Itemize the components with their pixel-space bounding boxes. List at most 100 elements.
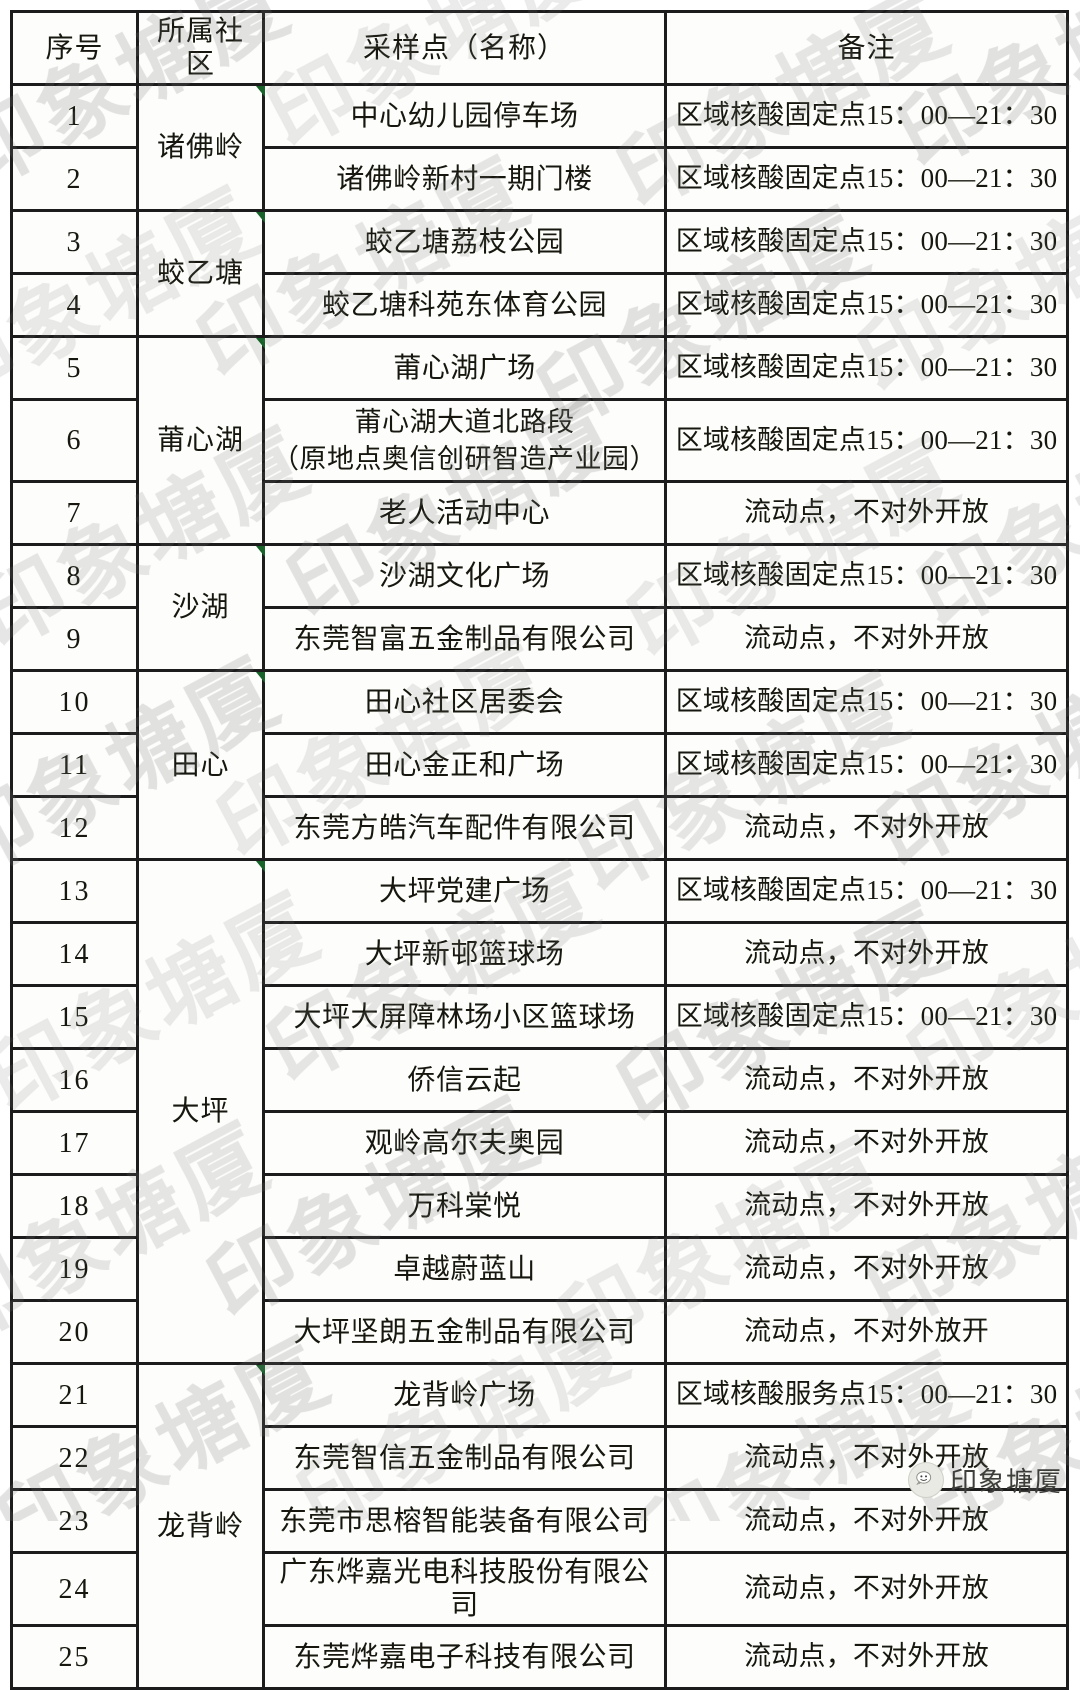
table-row: 19 卓越蔚蓝山 流动点，不对外开放 [10, 1236, 1069, 1303]
cell-site-name: 莆心湖大道北路段 （原地点奥信创研智造产业园） [262, 398, 667, 484]
cell-site-name: 大坪党建广场 [262, 858, 667, 925]
cell-site-name: 观岭高尔夫奥园 [262, 1110, 667, 1177]
cell-index: 13 [10, 858, 139, 925]
cell-site-name: 侨信云起 [262, 1047, 667, 1114]
cell-remark: 区域核酸固定点15：00—21：30 [664, 335, 1069, 402]
cell-remark: 流动点，不对外放开 [664, 1299, 1069, 1366]
cell-remark: 区域核酸固定点15：00—21：30 [664, 209, 1069, 276]
cell-remark: 流动点，不对外开放 [664, 921, 1069, 988]
cell-community: 诸佛岭 [136, 83, 267, 213]
table-row: 20 大坪坚朗五金制品有限公司 流动点，不对外放开 [10, 1299, 1069, 1366]
cell-index: 9 [10, 606, 139, 673]
cell-index: 17 [10, 1110, 139, 1177]
cell-site-name: 蛟乙塘科苑东体育公园 [262, 272, 667, 339]
column-header-remark: 备注 [664, 9, 1069, 87]
cell-remark: 区域核酸固定点15：00—21：30 [664, 146, 1069, 213]
cell-remark: 流动点，不对外开放 [664, 606, 1069, 673]
cell-remark: 流动点，不对外开放 [664, 1624, 1069, 1690]
cell-site-name: 莆心湖广场 [262, 335, 667, 402]
cell-index: 21 [10, 1362, 139, 1429]
cell-remark: 区域核酸固定点15：00—21：30 [664, 398, 1069, 484]
wechat-account-name: 印象塘厦 [950, 1467, 1062, 1497]
cell-index: 3 [10, 209, 139, 276]
cell-remark: 区域核酸固定点15：00—21：30 [664, 83, 1069, 150]
cell-remark: 流动点，不对外开放 [664, 1110, 1069, 1177]
cell-index: 25 [10, 1624, 139, 1690]
table-row: 15 大坪大屏障林场小区篮球场 区域核酸固定点15：00—21：30 [10, 984, 1069, 1051]
cell-index: 16 [10, 1047, 139, 1114]
cell-community: 沙湖 [136, 543, 267, 673]
cell-community: 蛟乙塘 [136, 209, 267, 339]
cell-community: 田心 [136, 669, 267, 862]
cell-remark: 区域核酸固定点15：00—21：30 [664, 732, 1069, 799]
cell-index: 19 [10, 1236, 139, 1303]
cell-remark: 流动点，不对外开放 [664, 1488, 1069, 1555]
cell-remark: 流动点，不对外开放 [664, 1173, 1069, 1240]
table-row: 7 老人活动中心 流动点，不对外开放 [10, 480, 1069, 547]
cell-index: 5 [10, 335, 139, 402]
cell-site-name: 大坪坚朗五金制品有限公司 [262, 1299, 667, 1366]
cell-site-name: 东莞智富五金制品有限公司 [262, 606, 667, 673]
table-row: 3 蛟乙塘 蛟乙塘荔枝公园 区域核酸固定点15：00—21：30 [10, 209, 1069, 339]
cell-community: 莆心湖 [136, 335, 267, 547]
cell-site-name: 诸佛岭新村一期门楼 [262, 146, 667, 213]
table-row: 1 诸佛岭 中心幼儿园停车场 区域核酸固定点15：00—21：30 [10, 83, 1069, 213]
cell-site-name: 东莞方皓汽车配件有限公司 [262, 795, 667, 862]
cell-index: 4 [10, 272, 139, 339]
cell-index: 15 [10, 984, 139, 1051]
cell-site-name: 东莞市思榕智能装备有限公司 [262, 1488, 667, 1555]
cell-index: 8 [10, 543, 139, 610]
cell-remark: 区域核酸固定点15：00—21：30 [664, 858, 1069, 925]
cell-index: 23 [10, 1488, 139, 1555]
table-row: 13 大坪 大坪党建广场 区域核酸固定点15：00—21：30 [10, 858, 1069, 1366]
cell-site-name: 卓越蔚蓝山 [262, 1236, 667, 1303]
table-row: 4 蛟乙塘科苑东体育公园 区域核酸固定点15：00—21：30 [10, 272, 1069, 339]
sampling-sites-table: 序号 所属社区 采样点（名称） 备注 1 诸佛岭 中心幼儿园停车场 区域核酸固定点15… [10, 9, 1069, 1690]
cell-site-name: 大坪新邨篮球场 [262, 921, 667, 988]
table-row: 12 东莞方皓汽车配件有限公司 流动点，不对外开放 [10, 795, 1069, 862]
cell-index: 22 [10, 1425, 139, 1492]
cell-remark: 区域核酸服务点15：00—21：30 [664, 1362, 1069, 1429]
table-row: 6 莆心湖大道北路段 （原地点奥信创研智造产业园） 区域核酸固定点15：00—21：3… [10, 398, 1069, 484]
cell-remark: 区域核酸固定点15：00—21：30 [664, 669, 1069, 736]
cell-remark: 区域核酸固定点15：00—21：30 [664, 543, 1069, 610]
wechat-account-badge[interactable]: 印象塘厦 [908, 1460, 1062, 1499]
cell-remark: 区域核酸固定点15：00—21：30 [664, 984, 1069, 1051]
cell-index: 18 [10, 1173, 139, 1240]
cell-index: 10 [10, 669, 139, 736]
cell-site-name: 龙背岭广场 [262, 1362, 667, 1429]
cell-index: 24 [10, 1551, 139, 1628]
cell-index: 1 [10, 83, 139, 150]
cell-remark: 区域核酸固定点15：00—21：30 [664, 272, 1069, 339]
cell-remark: 流动点，不对外开放 [664, 1236, 1069, 1303]
table-row: 16 侨信云起 流动点，不对外开放 [10, 1047, 1069, 1114]
cell-site-name: 中心幼儿园停车场 [262, 83, 667, 150]
table-row: 14 大坪新邨篮球场 流动点，不对外开放 [10, 921, 1069, 988]
cell-site-name: 东莞烨嘉电子科技有限公司 [262, 1624, 667, 1690]
table-row: 22 东莞智信五金制品有限公司 流动点，不对外开放 [10, 1425, 1069, 1492]
cell-index: 11 [10, 732, 139, 799]
cell-community: 大坪 [136, 858, 267, 1366]
table-row: 11 田心金正和广场 区域核酸固定点15：00—21：30 [10, 732, 1069, 799]
table-row: 18 万科棠悦 流动点，不对外开放 [10, 1173, 1069, 1240]
cell-index: 20 [10, 1299, 139, 1366]
cell-site-name: 蛟乙塘荔枝公园 [262, 209, 667, 276]
table-row: 21 龙背岭 龙背岭广场 区域核酸服务点15：00—21：30 [10, 1362, 1069, 1690]
cell-index: 14 [10, 921, 139, 988]
cell-site-name: 田心金正和广场 [262, 732, 667, 799]
cell-community: 龙背岭 [136, 1362, 267, 1690]
cell-remark: 流动点，不对外开放 [664, 480, 1069, 547]
column-header-index: 序号 [10, 9, 139, 87]
table-row: 2 诸佛岭新村一期门楼 区域核酸固定点15：00—21：30 [10, 146, 1069, 213]
wechat-official-account-icon [908, 1461, 944, 1498]
table-row: 8 沙湖 沙湖文化广场 区域核酸固定点15：00—21：30 [10, 543, 1069, 673]
cell-remark: 流动点，不对外开放 [664, 1425, 1069, 1492]
cell-index: 12 [10, 795, 139, 862]
cell-site-name: 老人活动中心 [262, 480, 667, 547]
cell-site-name: 广东烨嘉光电科技股份有限公司 [262, 1551, 667, 1628]
cell-site-name: 大坪大屏障林场小区篮球场 [262, 984, 667, 1051]
cell-site-name: 东莞智信五金制品有限公司 [262, 1425, 667, 1492]
cell-remark: 流动点，不对外开放 [664, 1551, 1069, 1628]
table-row: 10 田心 田心社区居委会 区域核酸固定点15：00—21：30 [10, 669, 1069, 862]
cell-site-name: 万科棠悦 [262, 1173, 667, 1240]
